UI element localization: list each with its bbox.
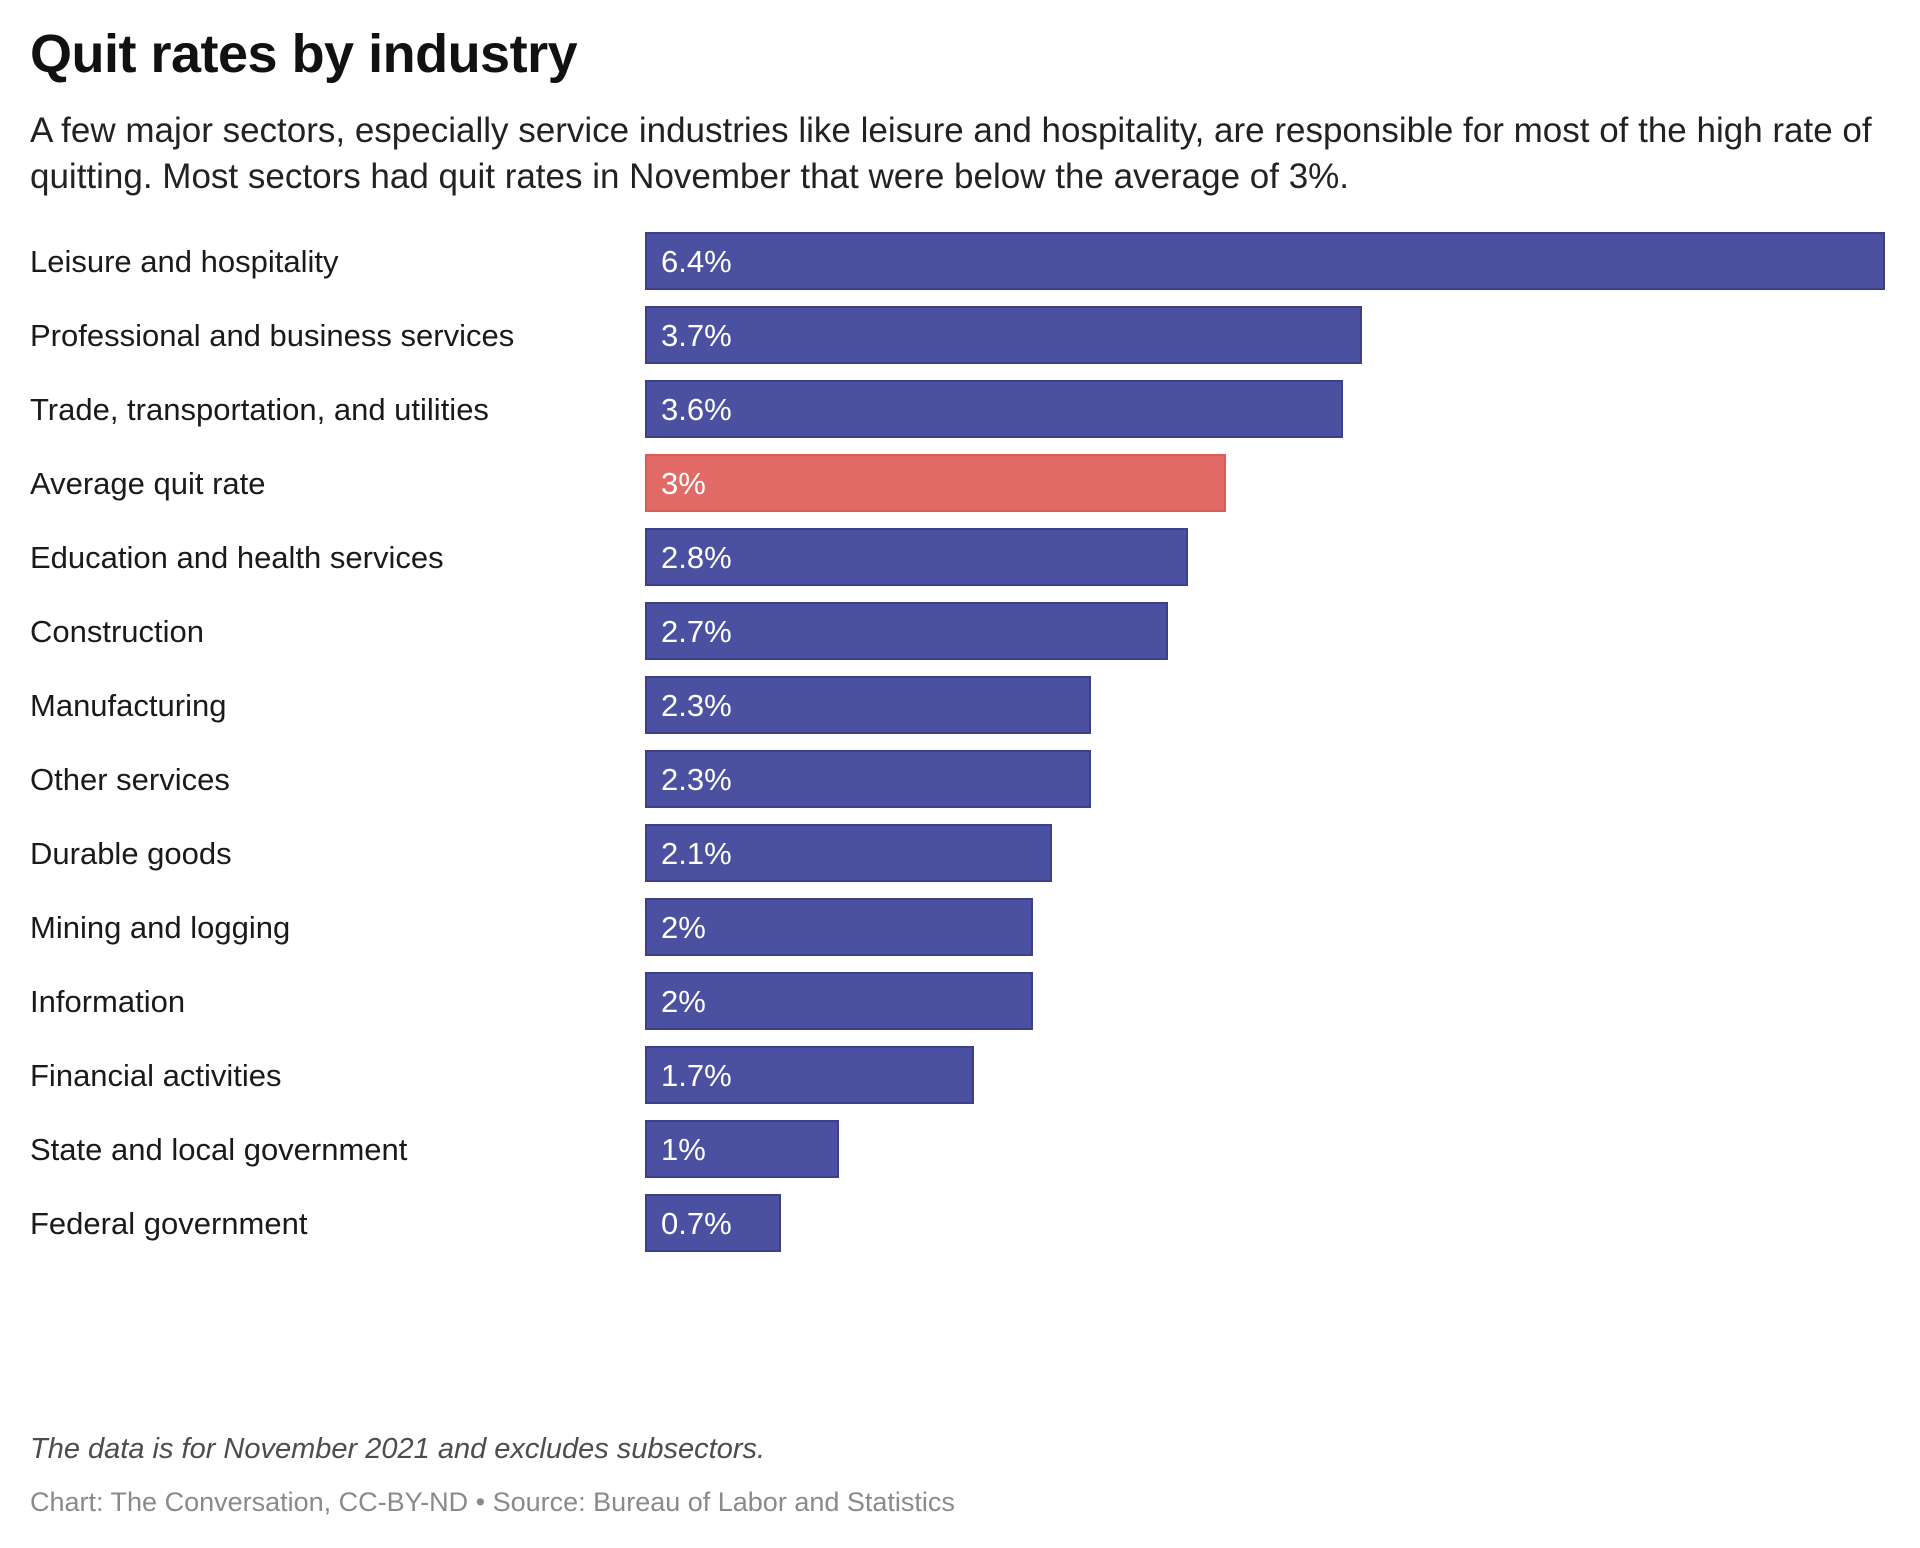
bar-row: Information 2% <box>30 972 1890 1031</box>
bar-value-label: 2.3% <box>661 761 732 797</box>
bar-row: Durable goods 2.1% <box>30 824 1890 883</box>
bar-row: Manufacturing 2.3% <box>30 676 1890 735</box>
bar-highlight[interactable]: 3% <box>645 454 1227 513</box>
bar[interactable]: 0.7% <box>645 1194 781 1253</box>
bar-track: 2% <box>645 898 1890 957</box>
bar-category-label: Other services <box>30 761 230 797</box>
bar-track: 3.7% <box>645 306 1890 365</box>
bar[interactable]: 2.7% <box>645 602 1169 661</box>
bar-row: Average quit rate 3% <box>30 454 1890 513</box>
bar-category-label: Education and health services <box>30 539 444 575</box>
bar[interactable]: 3.6% <box>645 380 1343 439</box>
bar-row: State and local government 1% <box>30 1120 1890 1179</box>
bar-value-label: 2.1% <box>661 835 732 871</box>
bar-value-label: 2.8% <box>661 539 732 575</box>
bar-value-label: 2.3% <box>661 687 732 723</box>
bar-value-label: 3% <box>661 465 706 501</box>
bar-category-label: Manufacturing <box>30 687 227 723</box>
bar[interactable]: 2.8% <box>645 528 1188 587</box>
bar-value-label: 6.4% <box>661 243 732 279</box>
bar-category-label: Information <box>30 983 186 1019</box>
bar-track: 2.7% <box>645 602 1890 661</box>
chart-footnote: The data is for November 2021 and exclud… <box>30 1433 766 1466</box>
bar[interactable]: 2.3% <box>645 750 1091 809</box>
bar-row: Other services 2.3% <box>30 750 1890 809</box>
bar-value-label: 1% <box>661 1131 706 1167</box>
bar[interactable]: 6.4% <box>645 232 1885 291</box>
bar-track: 2.3% <box>645 676 1890 735</box>
bar[interactable]: 3.7% <box>645 306 1362 365</box>
bar[interactable]: 2% <box>645 972 1033 1031</box>
bar-row: Trade, transportation, and utilities 3.6% <box>30 380 1890 439</box>
bar-chart: Leisure and hospitality 6.4% Professional … <box>30 232 1890 1253</box>
bar[interactable]: 1.7% <box>645 1046 975 1105</box>
bar-value-label: 3.6% <box>661 391 732 427</box>
bar-track: 0.7% <box>645 1194 1890 1253</box>
bar-track: 1.7% <box>645 1046 1890 1105</box>
bar-row: Education and health services 2.8% <box>30 528 1890 587</box>
bar[interactable]: 1% <box>645 1120 839 1179</box>
bar-row: Construction 2.7% <box>30 602 1890 661</box>
bar-track: 2.1% <box>645 824 1890 883</box>
bar-category-label: Federal government <box>30 1205 308 1241</box>
bar-track: 2% <box>645 972 1890 1031</box>
chart-subtitle: A few major sectors, especially service … <box>30 111 1872 196</box>
bar-value-label: 2.7% <box>661 613 732 649</box>
bar-track: 3% <box>645 454 1890 513</box>
bar-category-label: Financial activities <box>30 1057 282 1093</box>
bar-track: 3.6% <box>645 380 1890 439</box>
bar-track: 6.4% <box>645 232 1890 291</box>
bar-category-label: Durable goods <box>30 835 232 871</box>
bar-row: Financial activities 1.7% <box>30 1046 1890 1105</box>
bar-category-label: Construction <box>30 613 205 649</box>
bar-category-label: Average quit rate <box>30 465 266 501</box>
bar-category-label: Trade, transportation, and utilities <box>30 391 489 427</box>
page-title: Quit rates by industry <box>30 24 578 84</box>
bar-track: 2.8% <box>645 528 1890 587</box>
bar[interactable]: 2.3% <box>645 676 1091 735</box>
chart-footer: The data is for November 2021 and exclud… <box>30 1431 1890 1520</box>
bar-value-label: 1.7% <box>661 1057 732 1093</box>
bar[interactable]: 2% <box>645 898 1033 957</box>
chart-credit: Chart: The Conversation, CC-BY-ND • Sour… <box>30 1486 955 1517</box>
bar-value-label: 3.7% <box>661 317 732 353</box>
bar-value-label: 2% <box>661 909 706 945</box>
bar-category-label: Leisure and hospitality <box>30 243 339 279</box>
bar-row: Leisure and hospitality 6.4% <box>30 232 1890 291</box>
bar-category-label: Mining and logging <box>30 909 291 945</box>
bar-row: Professional and business services 3.7% <box>30 306 1890 365</box>
bar-track: 1% <box>645 1120 1890 1179</box>
bar-value-label: 0.7% <box>661 1205 732 1241</box>
bar-track: 2.3% <box>645 750 1890 809</box>
bar-category-label: Professional and business services <box>30 317 515 353</box>
bar-category-label: State and local government <box>30 1131 408 1167</box>
bar-row: Federal government 0.7% <box>30 1194 1890 1253</box>
bar-row: Mining and logging 2% <box>30 898 1890 957</box>
bar[interactable]: 2.1% <box>645 824 1052 883</box>
bar-value-label: 2% <box>661 983 706 1019</box>
